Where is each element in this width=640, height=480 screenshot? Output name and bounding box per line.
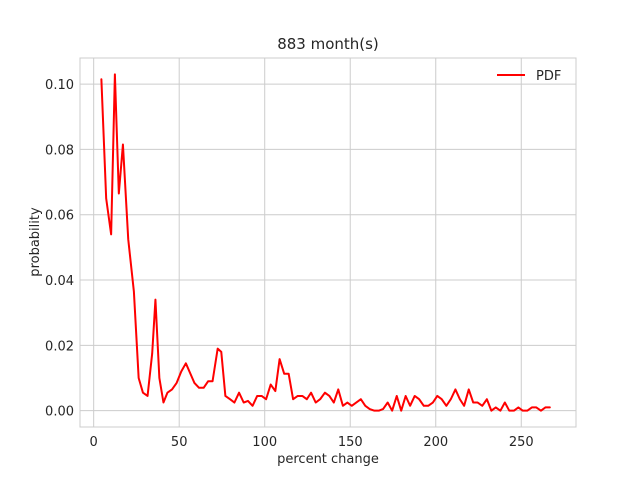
x-axis-label: percent change: [277, 452, 379, 467]
y-tick-label: 0.06: [45, 209, 74, 224]
legend: PDF: [497, 69, 561, 84]
y-tick-label: 0.04: [45, 274, 74, 289]
x-tick-label: 100: [252, 435, 277, 450]
y-tick-label: 0.02: [45, 339, 74, 354]
series-line-pdf: [100, 73, 551, 412]
x-ticks: 0 50 100 150 200 250: [90, 435, 534, 450]
grid-lines: [80, 58, 576, 427]
x-tick-label: 250: [509, 435, 534, 450]
chart-title: 883 month(s): [277, 35, 379, 53]
y-tick-label: 0.00: [45, 405, 74, 420]
x-tick-label: 0: [90, 435, 98, 450]
plot-frame: [79, 57, 577, 428]
series-layer: [100, 73, 551, 412]
x-tick-label: 150: [338, 435, 363, 450]
x-tick-label: 50: [171, 435, 188, 450]
legend-label-pdf: PDF: [536, 69, 561, 84]
plot-area: [80, 58, 576, 427]
x-tick-label: 200: [423, 435, 448, 450]
y-tick-label: 0.08: [45, 143, 74, 158]
y-ticks: 0.00 0.02 0.04 0.06 0.08 0.10: [45, 78, 74, 420]
y-tick-label: 0.10: [45, 78, 74, 93]
y-axis-label: probability: [28, 207, 43, 277]
